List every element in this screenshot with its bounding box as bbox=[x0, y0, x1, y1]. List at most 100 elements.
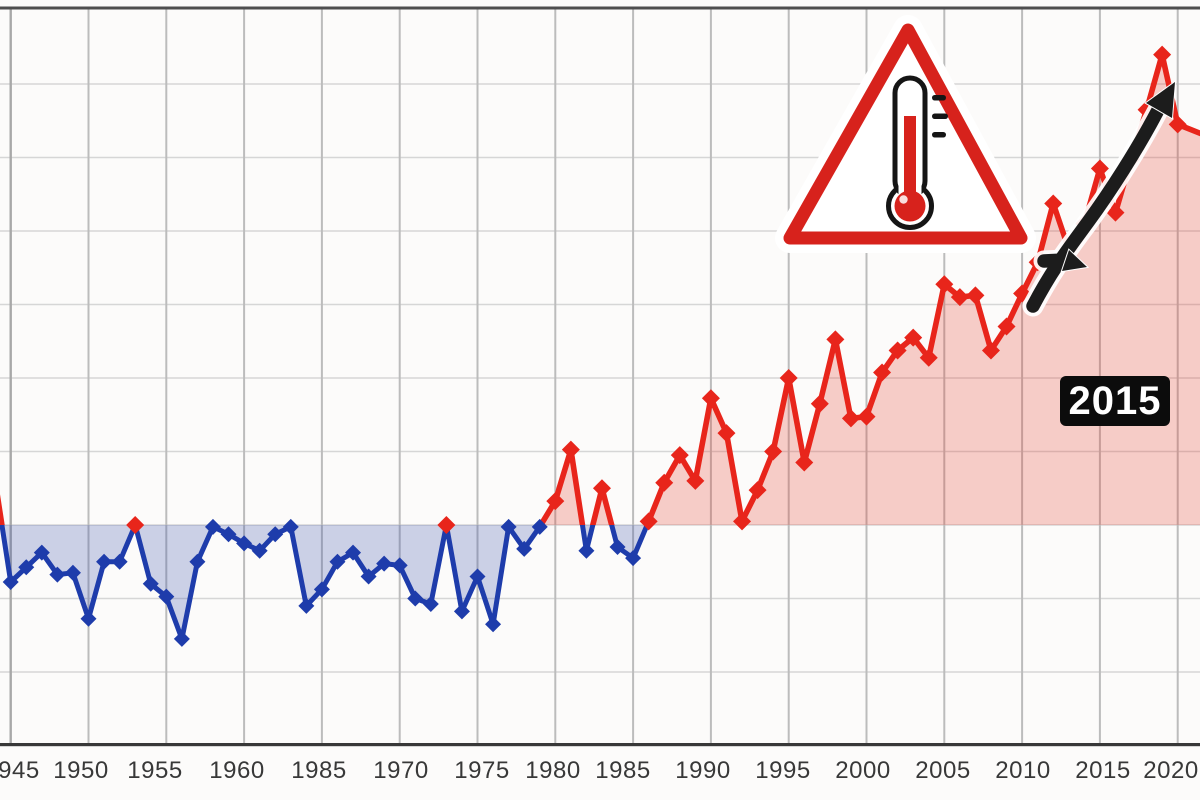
data-point-marker bbox=[391, 557, 408, 574]
x-axis-tick-label: 2020 bbox=[1143, 757, 1199, 784]
data-point-marker bbox=[126, 516, 145, 534]
data-point-marker bbox=[779, 369, 798, 387]
data-point-marker bbox=[33, 544, 50, 561]
x-axis-line bbox=[0, 743, 1200, 747]
data-point-marker bbox=[158, 588, 175, 605]
data-point-marker bbox=[966, 286, 985, 305]
data-point-marker bbox=[997, 317, 1016, 336]
chart-top-border bbox=[0, 6, 1200, 10]
x-axis-tick-label: 1985 bbox=[595, 757, 651, 784]
data-point-marker bbox=[282, 518, 299, 535]
data-point-marker bbox=[857, 407, 876, 426]
data-point-marker bbox=[49, 566, 66, 583]
small-arrow-shaft bbox=[1037, 253, 1071, 268]
data-point-marker bbox=[919, 348, 938, 367]
x-axis-tick-label: 2010 bbox=[995, 757, 1051, 784]
x-axis-tick-label: 1950 bbox=[53, 757, 109, 784]
warming-warning-icon bbox=[775, 15, 1036, 253]
data-point-marker bbox=[376, 555, 393, 572]
data-point-marker bbox=[2, 573, 19, 590]
data-point-marker bbox=[18, 559, 35, 576]
data-point-marker bbox=[1106, 203, 1125, 222]
data-point-marker bbox=[437, 516, 456, 534]
data-point-marker bbox=[485, 616, 502, 633]
data-point-marker bbox=[500, 518, 517, 535]
x-axis-tick-label: 1970 bbox=[373, 757, 429, 784]
data-point-marker bbox=[96, 553, 113, 570]
trend-arrow-shaft bbox=[1026, 105, 1164, 313]
x-axis-tick-label: 1975 bbox=[454, 757, 510, 784]
x-axis-tick-label: 2005 bbox=[915, 757, 971, 784]
data-point-marker bbox=[189, 553, 206, 570]
data-point-marker bbox=[251, 542, 268, 559]
x-axis-tick-label: 2000 bbox=[835, 757, 891, 784]
data-point-marker bbox=[345, 544, 362, 561]
data-point-marker bbox=[236, 535, 253, 552]
x-axis-tick-label: 1990 bbox=[675, 757, 731, 784]
data-point-marker bbox=[298, 597, 315, 614]
anomaly-line-below-baseline bbox=[0, 525, 650, 642]
x-axis-tick-label: 1945 bbox=[0, 757, 40, 784]
data-point-marker bbox=[841, 409, 860, 428]
data-point-marker bbox=[717, 424, 736, 443]
x-axis-tick-label: 1985 bbox=[291, 757, 347, 784]
data-point-marker bbox=[655, 473, 674, 492]
data-point-marker bbox=[64, 564, 81, 581]
data-point-marker bbox=[561, 440, 580, 459]
x-axis-tick-label: 1955 bbox=[127, 757, 183, 784]
data-point-marker bbox=[810, 394, 829, 413]
data-point-marker bbox=[1090, 159, 1109, 178]
data-point-marker bbox=[625, 550, 642, 567]
x-axis-tick-label: 1995 bbox=[755, 757, 811, 784]
data-point-marker bbox=[686, 471, 705, 490]
data-point-marker bbox=[578, 542, 595, 559]
data-point-marker bbox=[422, 596, 439, 613]
trend-arrow-head bbox=[1144, 79, 1177, 120]
data-point-marker bbox=[609, 539, 626, 556]
data-point-marker bbox=[1044, 194, 1063, 213]
data-point-marker bbox=[453, 603, 470, 620]
data-point-marker bbox=[142, 575, 159, 592]
data-point-marker bbox=[701, 389, 720, 408]
cool-area-fill bbox=[0, 525, 1200, 639]
data-point-marker bbox=[764, 442, 783, 461]
data-point-marker bbox=[1168, 115, 1187, 134]
data-point-marker bbox=[313, 581, 330, 598]
data-point-marker bbox=[407, 590, 424, 607]
data-point-marker bbox=[220, 526, 237, 543]
x-axis-tick-label: 1960 bbox=[209, 757, 265, 784]
data-point-marker bbox=[329, 553, 346, 570]
data-point-marker bbox=[826, 330, 845, 349]
data-point-marker bbox=[935, 275, 954, 294]
small-arrow-head bbox=[1060, 248, 1090, 273]
data-point-marker bbox=[1153, 45, 1172, 64]
trend-arrow bbox=[1022, 79, 1177, 317]
x-axis-tick-label: 2015 bbox=[1075, 757, 1131, 784]
data-point-marker bbox=[80, 610, 97, 627]
warm-area-fill bbox=[0, 54, 1200, 525]
x-axis-tick-label: 1980 bbox=[525, 757, 581, 784]
data-point-marker bbox=[795, 453, 814, 472]
data-point-marker bbox=[592, 479, 611, 498]
data-point-marker bbox=[981, 341, 1000, 360]
data-point-marker bbox=[733, 512, 752, 531]
data-point-marker bbox=[267, 526, 284, 543]
data-point-marker bbox=[360, 568, 377, 585]
data-point-marker bbox=[173, 630, 190, 647]
data-point-marker bbox=[111, 553, 128, 570]
gridlines bbox=[0, 8, 1200, 745]
data-point-marker bbox=[469, 568, 486, 585]
area-fills bbox=[0, 54, 1200, 639]
data-point-marker bbox=[873, 363, 892, 382]
year-2015-annotation: 2015 bbox=[1060, 376, 1170, 426]
thermometer-icon bbox=[886, 75, 948, 230]
data-point-marker bbox=[546, 492, 565, 511]
data-point-marker bbox=[748, 481, 767, 500]
data-point-marker bbox=[670, 446, 689, 465]
data-point-marker bbox=[639, 512, 658, 531]
data-point-marker bbox=[950, 288, 969, 307]
data-point-marker bbox=[516, 540, 533, 557]
data-point-marker bbox=[204, 518, 221, 535]
